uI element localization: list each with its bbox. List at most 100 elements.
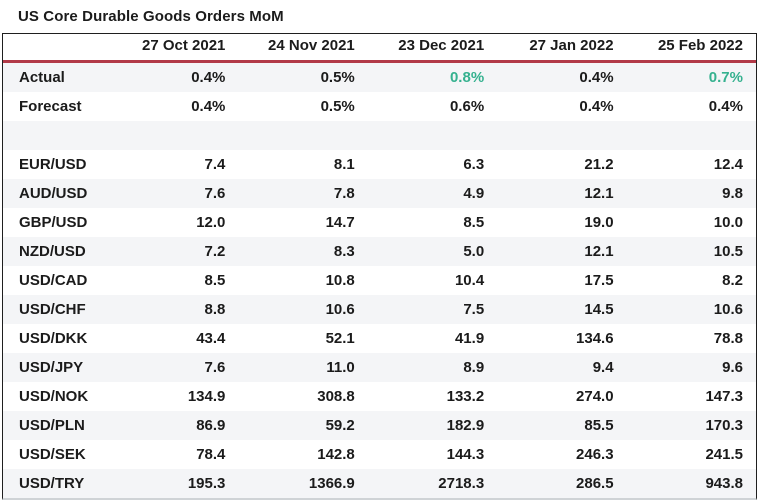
- value-cell: 86.9: [196, 416, 226, 434]
- data-table-container: 27 Oct 2021 24 Nov 2021 23 Dec 2021 27 Jan …: [2, 33, 757, 500]
- value-cell: 0.8%: [449, 68, 485, 86]
- value-cell: 10.4: [454, 271, 485, 289]
- value-cell: 11.0: [326, 358, 355, 376]
- table-row: USD/TRY 195.3 1366.9 2718.3 286.5 943.8: [3, 468, 756, 498]
- row-label: USD/DKK: [19, 329, 88, 347]
- value-cell: 286.5: [576, 474, 614, 492]
- value-cell: 8.2: [722, 271, 743, 289]
- table-row: USD/DKK 43.4 52.1 41.9 134.6 78.8: [3, 324, 756, 353]
- value-cell: 14.5: [584, 300, 614, 318]
- header-row: 27 Oct 2021 24 Nov 2021 23 Dec 2021 27 Jan …: [3, 34, 756, 63]
- table-row: NZD/USD 7.2 8.3 5.0 12.1 10.5: [3, 236, 756, 266]
- row-label: AUD/USD: [19, 184, 88, 202]
- value-cell: 0.4%: [579, 97, 614, 115]
- value-cell: 182.9: [446, 416, 485, 434]
- table-row: USD/CAD 8.5 10.8 10.4 17.5 8.2: [3, 266, 756, 295]
- corner-cell: [3, 34, 109, 63]
- value-cell: 85.5: [584, 416, 614, 434]
- table-row: USD/JPY 7.6 11.0 8.9 9.4 9.6: [3, 352, 756, 382]
- value-cell: 19.0: [584, 213, 614, 231]
- value-cell: 7.5: [463, 300, 485, 318]
- table-body: Actual 0.4% 0.5% 0.8% 0.4% 0.7% Forecast 0.4% 0.…: [3, 61, 756, 498]
- value-cell: [238, 121, 367, 150]
- value-cell: 144.3: [446, 445, 485, 463]
- value-cell: 147.3: [705, 387, 743, 405]
- value-cell: 6.3: [463, 155, 485, 173]
- page-title: US Core Durable Goods Orders MoM: [18, 8, 284, 25]
- value-cell: 142.8: [317, 445, 355, 463]
- value-cell: 134.6: [576, 329, 614, 347]
- row-label: Forecast: [19, 97, 82, 115]
- value-cell: 10.5: [713, 242, 743, 260]
- value-cell: 0.6%: [449, 97, 485, 115]
- value-cell: 943.8: [705, 474, 743, 492]
- table-row: Forecast 0.4% 0.5% 0.6% 0.4% 0.4%: [3, 92, 756, 121]
- value-cell: 274.0: [576, 387, 614, 405]
- value-cell: 52.1: [325, 329, 355, 347]
- value-cell: 0.4%: [191, 97, 226, 115]
- column-header-date: 27 Oct 2021: [109, 34, 239, 63]
- column-header-date: 23 Dec 2021: [367, 34, 498, 63]
- column-header-date: 27 Jan 2022: [497, 34, 627, 63]
- value-cell: 7.8: [333, 184, 355, 202]
- value-cell: 41.9: [454, 329, 485, 347]
- table-row: USD/SEK 78.4 142.8 144.3 246.3 241.5: [3, 440, 756, 469]
- table-row: Actual 0.4% 0.5% 0.8% 0.4% 0.7%: [3, 61, 756, 92]
- value-cell: 14.7: [325, 213, 355, 231]
- row-label: USD/PLN: [19, 416, 85, 434]
- spacer-row: [3, 120, 756, 150]
- value-cell: 12.4: [713, 155, 743, 173]
- row-label: USD/JPY: [19, 358, 84, 376]
- value-cell: 0.7%: [708, 68, 743, 86]
- table-row: USD/NOK 134.9 308.8 133.2 274.0 147.3: [3, 382, 756, 411]
- value-cell: 9.6: [722, 358, 743, 376]
- value-cell: 17.5: [584, 271, 614, 289]
- value-cell: 134.9: [187, 387, 226, 405]
- value-cell: [109, 121, 238, 150]
- value-cell: 12.0: [196, 213, 226, 231]
- value-cell: 12.1: [584, 242, 614, 260]
- value-cell: 5.0: [463, 242, 485, 260]
- value-cell: 10.6: [325, 300, 355, 318]
- value-cell: 8.8: [204, 300, 226, 318]
- value-cell: 43.4: [196, 329, 226, 347]
- value-cell: 12.1: [584, 184, 614, 202]
- value-cell: 195.3: [187, 474, 226, 492]
- value-cell: 7.4: [204, 155, 226, 173]
- value-cell: 78.8: [713, 329, 743, 347]
- row-label: USD/CAD: [19, 271, 88, 289]
- row-label: USD/SEK: [19, 445, 86, 463]
- value-cell: 0.4%: [191, 68, 226, 86]
- table-row: EUR/USD 7.4 8.1 6.3 21.2 12.4: [3, 150, 756, 179]
- value-cell: 0.4%: [579, 68, 614, 86]
- value-cell: 241.5: [705, 445, 743, 463]
- value-cell: 10.8: [325, 271, 355, 289]
- value-cell: 7.2: [204, 242, 226, 260]
- table-row: AUD/USD 7.6 7.8 4.9 12.1 9.8: [3, 178, 756, 208]
- value-cell: 8.5: [463, 213, 485, 231]
- value-cell: 170.3: [705, 416, 743, 434]
- row-label: [3, 121, 109, 150]
- value-cell: [627, 121, 756, 150]
- row-label: USD/CHF: [19, 300, 86, 318]
- value-cell: 8.5: [204, 271, 226, 289]
- value-cell: 8.9: [463, 358, 485, 376]
- row-label: Actual: [19, 68, 65, 86]
- row-label: USD/TRY: [19, 474, 85, 492]
- value-cell: 4.9: [463, 184, 485, 202]
- value-cell: 21.2: [584, 155, 614, 173]
- value-cell: 8.1: [333, 155, 355, 173]
- row-label: GBP/USD: [19, 213, 88, 231]
- column-header-date: 25 Feb 2022: [626, 34, 756, 63]
- value-cell: 0.4%: [708, 97, 743, 115]
- table-row: USD/CHF 8.8 10.6 7.5 14.5 10.6: [3, 294, 756, 324]
- row-label: EUR/USD: [19, 155, 87, 173]
- table-row: GBP/USD 12.0 14.7 8.5 19.0 10.0: [3, 208, 756, 237]
- column-header-date: 24 Nov 2021: [238, 34, 368, 63]
- value-cell: 0.5%: [320, 68, 355, 86]
- value-cell: [368, 121, 497, 150]
- value-cell: 59.2: [325, 416, 355, 434]
- data-table: 27 Oct 2021 24 Nov 2021 23 Dec 2021 27 Jan …: [3, 34, 756, 498]
- value-cell: 9.4: [592, 358, 614, 376]
- value-cell: 78.4: [196, 445, 226, 463]
